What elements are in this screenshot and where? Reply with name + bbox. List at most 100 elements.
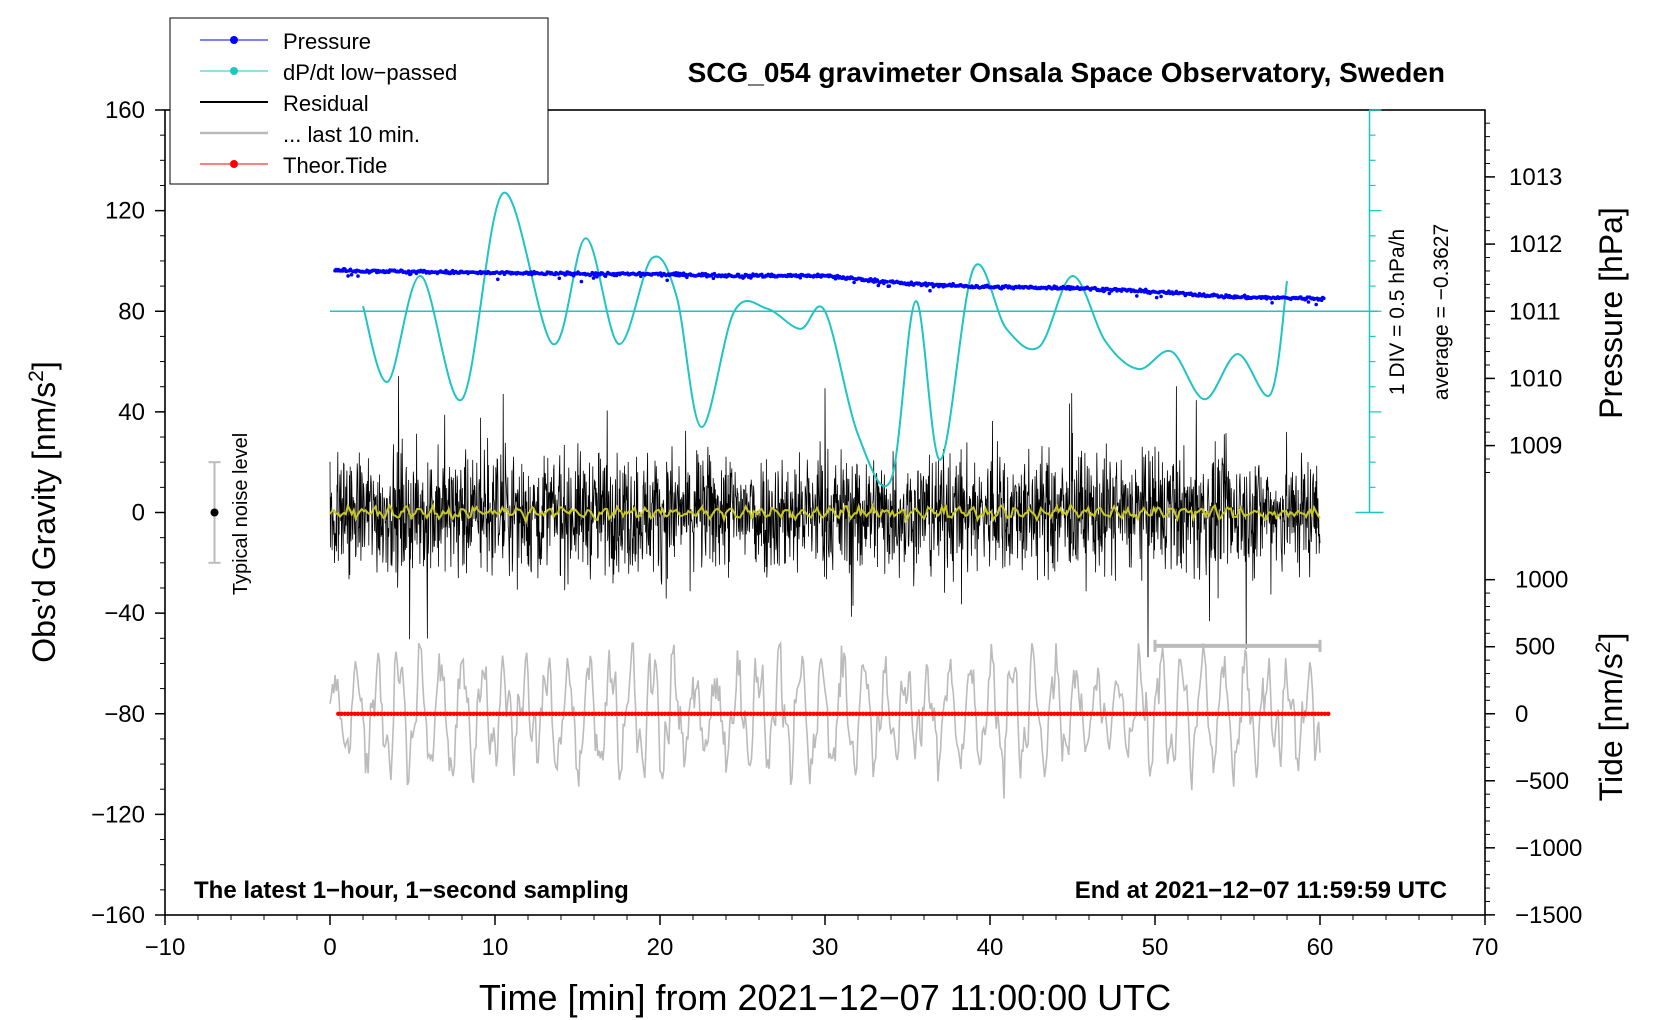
tide-point: [1161, 711, 1166, 716]
tide-point: [1283, 711, 1288, 716]
tide-point: [639, 711, 644, 716]
tide-point: [643, 711, 648, 716]
tide-point: [1240, 711, 1245, 716]
tide-point: [1088, 711, 1093, 716]
y-tick-label: 0: [132, 500, 145, 527]
tide-point: [1095, 711, 1100, 716]
tide-point: [1309, 711, 1315, 716]
tide-point: [1194, 711, 1199, 716]
tide-point: [388, 711, 394, 716]
tide-point: [511, 711, 516, 716]
pressure-tick-label: 1010: [1509, 365, 1562, 392]
pressure-point: [798, 275, 803, 280]
tide-point: [1045, 711, 1051, 716]
tide-point: [699, 711, 704, 716]
tide-point: [986, 711, 991, 716]
noise-level-label: Typical noise level: [230, 433, 252, 595]
tide-point: [550, 711, 555, 716]
tide-point: [445, 711, 450, 716]
tide-point: [748, 711, 753, 716]
tide-point: [847, 711, 852, 716]
tide-point: [949, 711, 955, 716]
tide-tick-label: 500: [1515, 634, 1555, 661]
tide-point: [801, 711, 806, 716]
tide-point: [1279, 711, 1285, 716]
low-passed-residual-trace: [329, 502, 1321, 525]
tide-point: [972, 711, 978, 716]
tide-point: [365, 711, 371, 716]
tide-point: [596, 711, 602, 716]
pressure-point: [1270, 301, 1274, 305]
data-layer: [208, 109, 1384, 799]
tide-point: [468, 711, 473, 716]
tide-point: [487, 711, 493, 716]
tide-point: [817, 711, 823, 716]
x-tick-label: 60: [1307, 934, 1334, 961]
tide-point: [712, 711, 717, 716]
tide-point: [880, 711, 885, 716]
pressure-point: [876, 283, 881, 288]
tide-point: [494, 711, 499, 716]
tide-point: [461, 711, 466, 716]
tide-point: [1220, 711, 1225, 716]
tide-point: [438, 711, 443, 716]
tide-point: [1250, 711, 1255, 716]
pressure-point: [346, 274, 350, 278]
tide-point: [583, 711, 588, 716]
tide-point: [728, 711, 734, 716]
tide-point: [1322, 711, 1328, 716]
tide-point: [626, 711, 631, 716]
tide-point: [794, 711, 800, 716]
y-tick-label: −120: [91, 801, 145, 828]
tide-point: [1296, 711, 1301, 716]
x-tick-label: −10: [145, 934, 186, 961]
tide-point: [1299, 711, 1305, 716]
tide-point: [784, 711, 790, 716]
tide-point: [1055, 711, 1060, 716]
tide-point: [860, 711, 866, 716]
tide-point: [527, 711, 532, 716]
tide-point: [715, 711, 720, 716]
tide-point: [1022, 711, 1027, 716]
tide-point: [900, 711, 905, 716]
tide-point: [464, 711, 470, 716]
tide-point: [906, 711, 912, 716]
tide-point: [939, 711, 945, 716]
tide-point: [1184, 711, 1189, 716]
tide-point: [1253, 711, 1258, 716]
pressure-point: [1135, 294, 1139, 298]
tide-point: [1134, 711, 1140, 716]
tide-point: [827, 711, 833, 716]
tide-point: [567, 711, 572, 716]
tide-point: [778, 711, 783, 716]
x-tick-label: 40: [977, 934, 1004, 961]
tide-point: [689, 711, 694, 716]
tide-point: [1075, 711, 1080, 716]
tide-point: [1009, 711, 1014, 716]
noise-center-point: [210, 508, 219, 517]
tide-point: [989, 711, 994, 716]
x-axis-label: Time [min] from 2021−12−07 11:00:00 UTC: [479, 977, 1171, 1018]
tide-point: [890, 711, 895, 716]
pressure-tick-label: 1013: [1509, 164, 1562, 191]
tide-point: [1006, 711, 1011, 716]
pressure-point: [887, 284, 892, 288]
pressure-tick-label: 1012: [1509, 231, 1562, 258]
x-tick-label: 10: [482, 934, 509, 961]
tide-point: [966, 711, 971, 716]
tide-point: [745, 711, 750, 716]
tide-tick-label: 1000: [1515, 567, 1568, 594]
tide-axis-label: Tide [nm/s2]: [1592, 633, 1629, 802]
tide-point: [771, 711, 777, 716]
tide-point: [1012, 711, 1017, 716]
tide-point: [814, 711, 819, 716]
tide-point: [557, 711, 562, 716]
tide-point: [1039, 711, 1044, 716]
tide-point: [382, 711, 387, 716]
legend: Pressure dP/dt low−passed Residual ... l…: [169, 17, 549, 185]
tide-point: [1058, 711, 1064, 716]
tide-point: [418, 711, 423, 716]
pressure-axis-label: Pressure [hPa]: [1593, 207, 1629, 419]
tide-point: [1316, 711, 1321, 716]
tide-point: [544, 711, 549, 716]
